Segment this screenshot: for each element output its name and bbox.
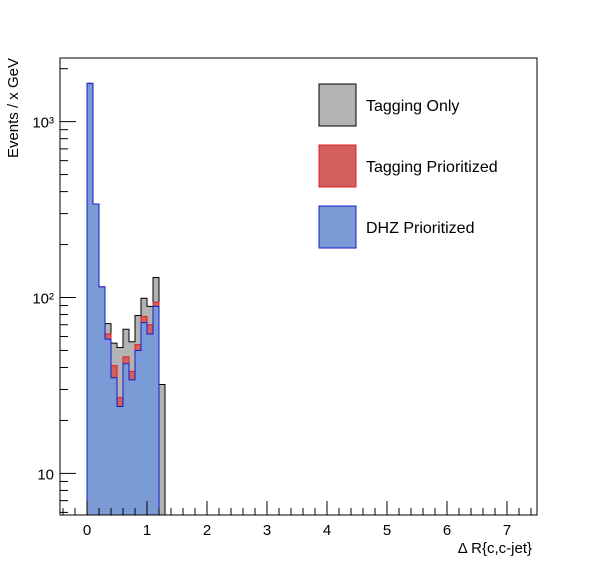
bar: [87, 83, 94, 515]
bar: [93, 204, 100, 515]
x-tick-label: 0: [83, 522, 91, 539]
plot-frame: [59, 57, 538, 516]
x-tick-label: 6: [443, 522, 451, 539]
x-tick-label: 7: [503, 522, 511, 539]
bar: [147, 334, 154, 515]
histogram-bars: [86, 82, 166, 515]
bar: [123, 363, 130, 515]
x-tick-label: 2: [203, 522, 211, 539]
bar: [129, 379, 136, 515]
legend: Tagging Only Tagging Prioritized DHZ Prior…: [318, 83, 498, 249]
bar: [105, 339, 112, 515]
x-tick-label: 1: [143, 522, 151, 539]
legend-label: Tagging Only: [366, 98, 459, 115]
x-tick-label: 4: [323, 522, 331, 539]
y-tick-label: 10³: [32, 115, 54, 132]
legend-swatch: [318, 144, 357, 188]
legend-label: Tagging Prioritized: [366, 159, 498, 176]
x-tick-label: 5: [383, 522, 391, 539]
x-tick-label: 3: [263, 522, 271, 539]
y-tick-label: 10: [37, 466, 54, 483]
legend-swatch: [318, 83, 357, 127]
axes: 0 1 2 3 4 5 6 7 10 10² 10³: [32, 57, 538, 539]
x-axis-label: Δ R{c,c-jet}: [458, 540, 532, 557]
bar: [99, 286, 106, 515]
bar: [111, 377, 118, 515]
y-tick-label: 10²: [32, 291, 54, 308]
series-outline: [86, 82, 160, 515]
bar: [141, 322, 148, 515]
legend-label: DHZ Prioritized: [366, 220, 474, 237]
bar: [117, 406, 124, 515]
bar: [159, 384, 166, 515]
legend-swatch: [318, 205, 357, 249]
y-axis-label: Events / x GeV: [5, 58, 22, 158]
bar: [153, 306, 160, 515]
series-2: [86, 82, 160, 515]
bar: [135, 350, 142, 515]
